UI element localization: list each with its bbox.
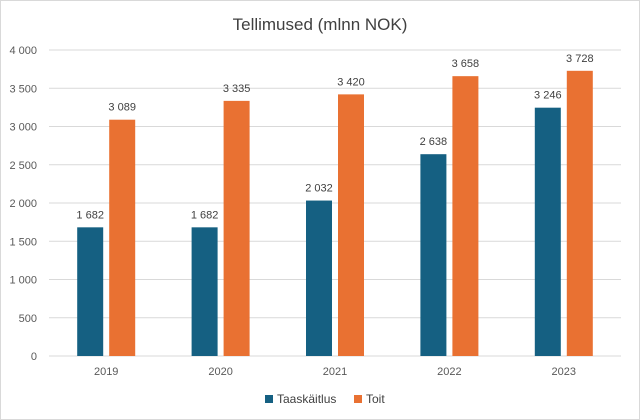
x-tick-label: 2021	[323, 366, 347, 378]
data-label: 3 089	[108, 102, 136, 114]
bar-toit-2022	[452, 76, 479, 357]
data-label: 3 246	[534, 90, 562, 102]
data-label: 2 032	[305, 183, 333, 195]
y-tick-label: 2 000	[9, 198, 37, 210]
bar-taaskaitlus-2020	[191, 227, 218, 356]
y-tick-label: 1 000	[9, 275, 37, 287]
bar-toit-2023	[566, 70, 593, 357]
y-tick-label: 500	[19, 313, 37, 325]
data-label: 3 728	[566, 53, 594, 65]
data-label: 1 682	[76, 209, 104, 221]
bar-toit-2019	[109, 119, 136, 356]
x-tick-label: 2019	[94, 366, 118, 378]
x-tick-label: 2022	[437, 366, 461, 378]
y-tick-label: 3 000	[9, 122, 37, 134]
bar-taaskaitlus-2019	[77, 227, 104, 356]
bar-toit-2021	[338, 94, 364, 357]
data-labels: 1 682 3 089 1 682 3 335 2 032 3 420 2 638 3 658…	[76, 53, 593, 222]
data-label: 3 335	[223, 83, 251, 95]
legend: Taaskäitlus Toit	[265, 392, 385, 406]
y-tick-label: 0	[31, 351, 37, 363]
y-tick-label: 2 500	[9, 160, 37, 172]
bar-taaskaitlus-2023	[534, 107, 561, 356]
data-label: 1 682	[191, 209, 219, 221]
bars	[77, 70, 593, 357]
y-tick-label: 1 500	[9, 236, 37, 248]
legend-label-taaskaitlus: Taaskäitlus	[277, 392, 336, 406]
y-axis-ticks: 0 500 1 000 1 500 2 000 2 500 3 000 3 500 4 000	[9, 45, 37, 363]
legend-label-toit: Toit	[366, 392, 385, 406]
data-label: 3 658	[452, 58, 480, 70]
bar-taaskaitlus-2022	[420, 154, 447, 356]
bar-taaskaitlus-2021	[306, 200, 332, 356]
x-tick-label: 2023	[552, 366, 576, 378]
x-axis-ticks: 2019 2020 2021 2022 2023	[94, 366, 576, 378]
chart-title: Tellimused (mlnn NOK)	[233, 15, 408, 34]
y-tick-label: 3 500	[9, 83, 37, 95]
data-label: 3 420	[337, 76, 365, 88]
bar-toit-2020	[223, 100, 250, 356]
gridlines	[49, 49, 621, 357]
x-tick-label: 2020	[208, 366, 232, 378]
data-label: 2 638	[420, 136, 448, 148]
legend-swatch-taaskaitlus	[265, 395, 273, 403]
y-tick-label: 4 000	[9, 45, 37, 57]
legend-swatch-toit	[354, 395, 362, 403]
